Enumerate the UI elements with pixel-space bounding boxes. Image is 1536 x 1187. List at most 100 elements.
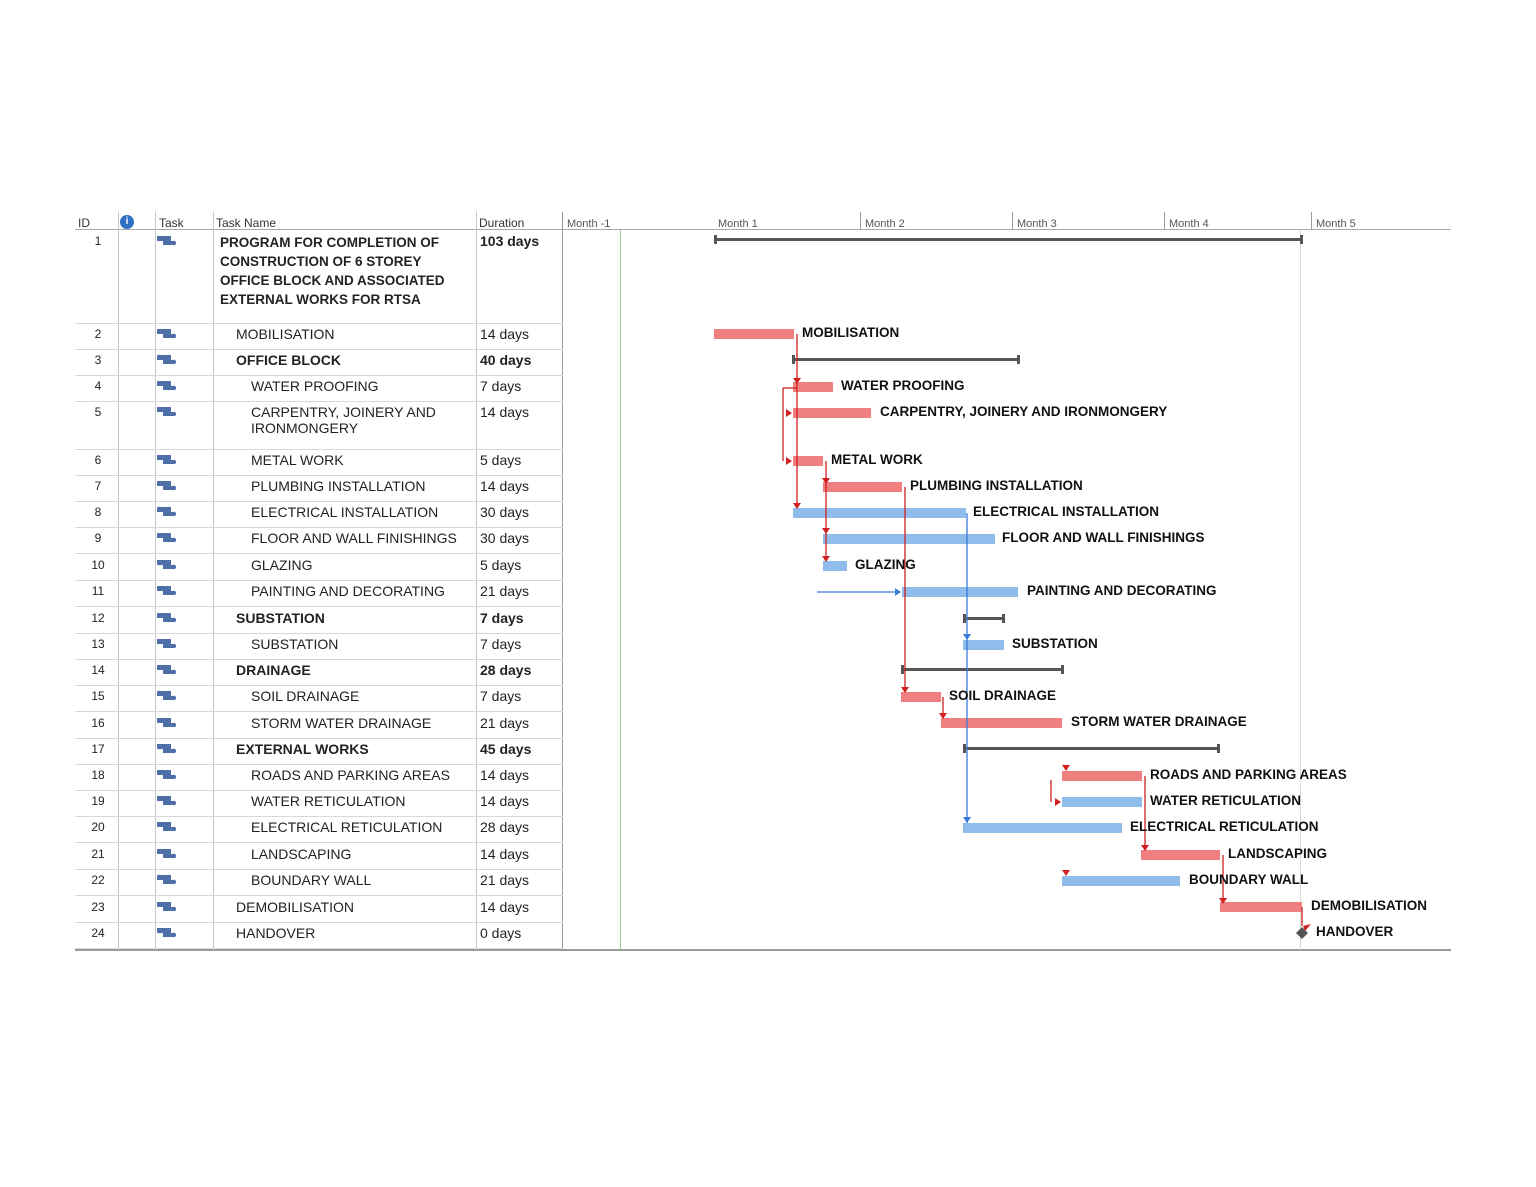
task-name-cell[interactable]: WATER RETICULATION: [251, 793, 406, 809]
auto-scheduled-task-icon[interactable]: [157, 611, 177, 623]
task-duration-cell[interactable]: 14 days: [480, 793, 530, 809]
task-name-cell[interactable]: GLAZING: [251, 557, 313, 573]
task-bar[interactable]: [1062, 797, 1142, 807]
auto-scheduled-task-icon[interactable]: [157, 689, 177, 701]
auto-scheduled-task-icon[interactable]: [157, 820, 177, 832]
task-duration-cell[interactable]: 0 days: [480, 925, 522, 941]
auto-scheduled-task-icon[interactable]: [157, 716, 177, 728]
task-name-cell[interactable]: OFFICE BLOCK: [236, 352, 341, 368]
task-duration-cell[interactable]: 21 days: [480, 715, 530, 731]
task-name-cell[interactable]: DRAINAGE: [236, 662, 311, 678]
auto-scheduled-task-icon[interactable]: [157, 873, 177, 885]
task-id-cell[interactable]: 7: [94, 479, 102, 493]
critical-task-bar[interactable]: [1220, 902, 1302, 912]
auto-scheduled-task-icon[interactable]: [157, 900, 177, 912]
task-id-cell[interactable]: 23: [91, 900, 105, 914]
summary-bar[interactable]: [963, 747, 1219, 750]
column-header-task-name[interactable]: Task Name: [216, 216, 277, 230]
task-duration-cell[interactable]: 7 days: [480, 610, 524, 626]
task-id-cell[interactable]: 2: [94, 327, 102, 341]
task-duration-cell[interactable]: 30 days: [480, 530, 530, 546]
task-name-cell[interactable]: BOUNDARY WALL: [251, 872, 372, 888]
auto-scheduled-task-icon[interactable]: [157, 405, 177, 417]
task-id-cell[interactable]: 5: [94, 405, 102, 419]
task-duration-cell[interactable]: 7 days: [480, 636, 522, 652]
auto-scheduled-task-icon[interactable]: [157, 353, 177, 365]
summary-bar[interactable]: [792, 358, 1019, 361]
task-id-cell[interactable]: 11: [91, 584, 105, 598]
task-bar[interactable]: [1062, 876, 1180, 886]
task-id-cell[interactable]: 22: [91, 873, 105, 887]
milestone-diamond[interactable]: [1296, 927, 1308, 939]
task-duration-cell[interactable]: 45 days: [480, 741, 532, 757]
auto-scheduled-task-icon[interactable]: [157, 453, 177, 465]
task-duration-cell[interactable]: 7 days: [480, 378, 522, 394]
task-duration-cell[interactable]: 14 days: [480, 478, 530, 494]
critical-task-bar[interactable]: [1141, 850, 1220, 860]
task-duration-cell[interactable]: 7 days: [480, 688, 522, 704]
task-name-cell[interactable]: FLOOR AND WALL FINISHINGS: [251, 530, 457, 546]
summary-bar[interactable]: [963, 617, 1004, 620]
task-id-cell[interactable]: 10: [91, 558, 105, 572]
task-id-cell[interactable]: 3: [94, 353, 102, 367]
critical-task-bar[interactable]: [793, 382, 833, 392]
task-name-cell[interactable]: WATER PROOFING: [251, 378, 379, 394]
task-id-cell[interactable]: 6: [94, 453, 102, 467]
auto-scheduled-task-icon[interactable]: [157, 637, 177, 649]
task-name-cell[interactable]: METAL WORK: [251, 452, 344, 468]
task-bar[interactable]: [793, 508, 966, 518]
task-name-cell[interactable]: ELECTRICAL INSTALLATION: [251, 504, 439, 520]
task-name-cell[interactable]: DEMOBILISATION: [236, 899, 354, 915]
column-header-duration[interactable]: Duration: [479, 216, 525, 230]
auto-scheduled-task-icon[interactable]: [157, 926, 177, 938]
critical-task-bar[interactable]: [1062, 771, 1142, 781]
task-bar[interactable]: [902, 587, 1018, 597]
auto-scheduled-task-icon[interactable]: [157, 847, 177, 859]
info-icon[interactable]: i: [120, 215, 134, 229]
task-duration-cell[interactable]: 5 days: [480, 452, 522, 468]
auto-scheduled-task-icon[interactable]: [157, 794, 177, 806]
task-name-cell[interactable]: SUBSTATION: [236, 610, 325, 626]
task-id-cell[interactable]: 12: [91, 611, 105, 625]
auto-scheduled-task-icon[interactable]: [157, 327, 177, 339]
task-name-cell[interactable]: ROADS AND PARKING AREAS: [251, 767, 450, 783]
task-name-cell[interactable]: SOIL DRAINAGE: [251, 688, 360, 704]
auto-scheduled-task-icon[interactable]: [157, 584, 177, 596]
critical-task-bar[interactable]: [793, 408, 871, 418]
task-duration-cell[interactable]: 28 days: [480, 662, 532, 678]
task-name-cell[interactable]: PROGRAM FOR COMPLETION OF CONSTRUCTION O…: [220, 235, 445, 307]
task-name-cell[interactable]: PLUMBING INSTALLATION: [251, 478, 426, 494]
task-name-cell[interactable]: ELECTRICAL RETICULATION: [251, 819, 443, 835]
task-duration-cell[interactable]: 14 days: [480, 404, 530, 420]
task-name-cell[interactable]: STORM WATER DRAINAGE: [251, 715, 432, 731]
task-duration-cell[interactable]: 21 days: [480, 583, 530, 599]
task-id-cell[interactable]: 13: [91, 637, 105, 651]
task-id-cell[interactable]: 16: [91, 716, 105, 730]
task-id-cell[interactable]: 18: [91, 768, 105, 782]
task-duration-cell[interactable]: 14 days: [480, 899, 530, 915]
task-name-cell[interactable]: MOBILISATION: [236, 326, 335, 342]
column-header-task-mode[interactable]: Task: [159, 216, 184, 230]
critical-task-bar[interactable]: [714, 329, 794, 339]
summary-bar[interactable]: [901, 668, 1063, 671]
task-name-cell[interactable]: LANDSCAPING: [251, 846, 352, 862]
task-duration-cell[interactable]: 21 days: [480, 872, 530, 888]
task-id-cell[interactable]: 19: [91, 794, 105, 808]
critical-task-bar[interactable]: [793, 456, 823, 466]
auto-scheduled-task-icon[interactable]: [157, 531, 177, 543]
task-id-cell[interactable]: 1: [94, 234, 102, 248]
task-id-cell[interactable]: 20: [91, 820, 105, 834]
auto-scheduled-task-icon[interactable]: [157, 558, 177, 570]
task-id-cell[interactable]: 14: [91, 663, 105, 677]
task-id-cell[interactable]: 17: [91, 742, 105, 756]
auto-scheduled-task-icon[interactable]: [157, 742, 177, 754]
auto-scheduled-task-icon[interactable]: [157, 234, 177, 246]
column-header-id[interactable]: ID: [78, 216, 90, 230]
task-bar[interactable]: [963, 640, 1004, 650]
auto-scheduled-task-icon[interactable]: [157, 768, 177, 780]
task-bar[interactable]: [823, 561, 847, 571]
auto-scheduled-task-icon[interactable]: [157, 479, 177, 491]
task-id-cell[interactable]: 21: [91, 847, 105, 861]
critical-task-bar[interactable]: [941, 718, 1062, 728]
task-bar[interactable]: [963, 823, 1122, 833]
